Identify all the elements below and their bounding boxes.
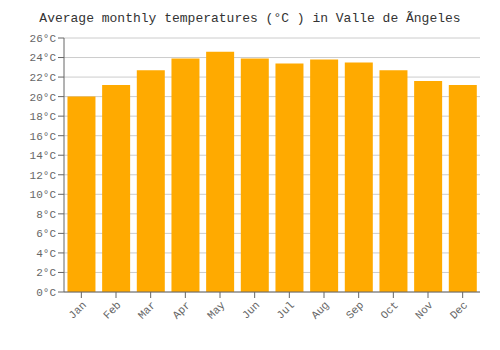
svg-text:4°C: 4°C [36,248,56,260]
svg-text:6°C: 6°C [36,228,56,240]
svg-text:8°C: 8°C [36,209,56,221]
svg-text:Feb: Feb [101,299,123,321]
svg-text:Dec: Dec [448,299,470,321]
svg-text:Nov: Nov [413,299,436,322]
svg-text:Jan: Jan [66,299,88,321]
html-text:Average monthly temperatures (: Average monthly temperatures (°C ) in Va… [39,11,461,26]
svg-text:Mar: Mar [136,299,158,321]
svg-text:Jul: Jul [274,299,296,321]
svg-text:Apr: Apr [170,299,192,321]
svg-text:20°C: 20°C [30,92,57,104]
svg-text:Jun: Jun [240,299,262,321]
svg-text:12°C: 12°C [30,170,57,182]
svg-text:May: May [205,299,228,322]
svg-text:Sep: Sep [344,299,366,321]
svg-text:10°C: 10°C [30,189,57,201]
svg-text:Oct: Oct [378,299,400,321]
svg-text:22°C: 22°C [30,72,57,84]
svg-text:2°C: 2°C [36,267,56,279]
svg-text:26°C: 26°C [30,33,57,45]
svg-text:18°C: 18°C [30,111,57,123]
svg-text:0°C: 0°C [36,287,56,299]
svg-text:Aug: Aug [309,299,331,321]
svg-text:24°C: 24°C [30,52,57,64]
svg-text:16°C: 16°C [30,131,57,143]
svg-text:14°C: 14°C [30,150,57,162]
